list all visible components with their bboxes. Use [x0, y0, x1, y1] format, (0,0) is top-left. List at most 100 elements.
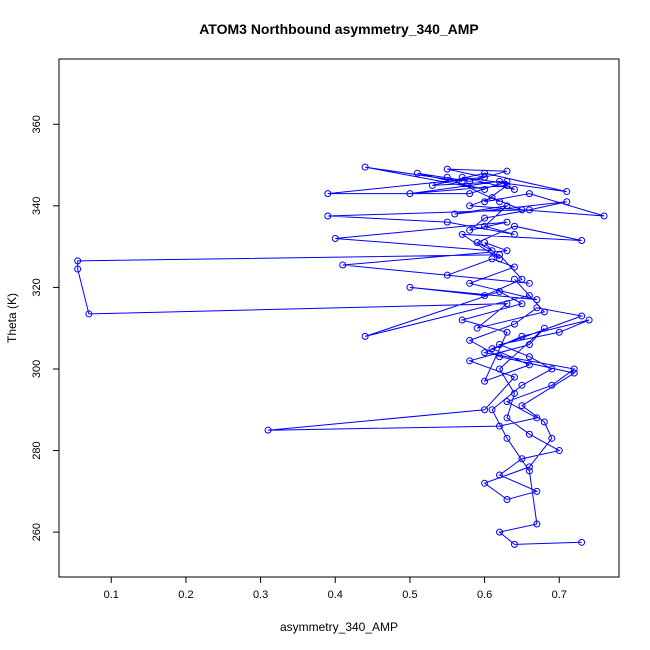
data-point	[510, 263, 518, 271]
data-point	[496, 353, 504, 361]
y-tick-label: 360	[31, 115, 43, 133]
data-point	[518, 275, 526, 283]
data-point	[518, 455, 526, 463]
data-point	[548, 365, 556, 373]
data-point	[540, 308, 548, 316]
data-point	[533, 487, 541, 495]
x-tick-label: 0.4	[328, 589, 343, 601]
data-point	[481, 377, 489, 385]
data-point	[563, 188, 571, 196]
data-point	[518, 206, 526, 214]
data-point	[264, 426, 272, 434]
data-point	[510, 373, 518, 381]
data-point	[428, 181, 436, 189]
data-point	[496, 177, 504, 185]
data-point	[555, 447, 563, 455]
data-point	[578, 237, 586, 245]
data-point	[503, 202, 511, 210]
data-point	[466, 279, 474, 287]
data-point	[324, 212, 332, 220]
data-point	[458, 230, 466, 238]
data-point	[548, 381, 556, 389]
y-tick-label: 320	[31, 278, 43, 296]
data-point	[443, 271, 451, 279]
data-point	[458, 173, 466, 181]
data-point	[458, 316, 466, 324]
data-point	[488, 194, 496, 202]
data-point	[525, 430, 533, 438]
data-point	[481, 349, 489, 357]
data-point	[518, 381, 526, 389]
data-point	[525, 279, 533, 287]
data-point	[74, 257, 82, 265]
data-point	[443, 218, 451, 226]
data-point	[570, 365, 578, 373]
plot-area	[74, 163, 608, 548]
data-point	[74, 265, 82, 273]
y-tick-label: 340	[31, 197, 43, 215]
data-point	[510, 540, 518, 548]
y-axis: 260 280 300 320 340 360	[31, 115, 59, 541]
data-point	[525, 292, 533, 300]
data-point	[510, 320, 518, 328]
data-point	[466, 177, 474, 185]
y-axis-label: Theta (K)	[5, 293, 19, 343]
data-point	[540, 324, 548, 332]
data-point	[481, 169, 489, 177]
data-point	[496, 251, 504, 259]
x-axis-label: asymmetry_340_AMP	[280, 620, 398, 634]
data-point	[496, 471, 504, 479]
x-tick-label: 0.1	[104, 589, 119, 601]
x-tick-label: 0.3	[253, 589, 268, 601]
data-point	[481, 239, 489, 247]
y-tick-label: 260	[31, 523, 43, 541]
data-point	[555, 328, 563, 336]
data-point	[503, 414, 511, 422]
data-point	[503, 181, 511, 189]
data-point	[481, 198, 489, 206]
data-point	[525, 361, 533, 369]
data-point	[488, 247, 496, 255]
data-point	[488, 406, 496, 414]
y-tick-label: 280	[31, 441, 43, 459]
x-tick-label: 0.7	[552, 589, 567, 601]
data-point	[466, 190, 474, 198]
chart-title: ATOM3 Northbound asymmetry_340_AMP	[199, 21, 479, 37]
data-point	[503, 218, 511, 226]
data-point	[503, 247, 511, 255]
data-point	[503, 398, 511, 406]
data-point	[458, 177, 466, 185]
data-point	[488, 255, 496, 263]
data-point	[496, 287, 504, 295]
data-point	[503, 434, 511, 442]
data-point	[443, 165, 451, 173]
data-point	[496, 365, 504, 373]
data-point	[563, 198, 571, 206]
data-point	[525, 463, 533, 471]
data-point	[481, 186, 489, 194]
data-point	[533, 296, 541, 304]
data-point	[85, 310, 93, 318]
plot-frame	[58, 58, 620, 578]
data-point	[481, 406, 489, 414]
y-tick-label: 300	[31, 360, 43, 378]
data-point	[443, 173, 451, 181]
data-point	[496, 422, 504, 430]
x-tick-label: 0.5	[402, 589, 417, 601]
data-point	[339, 261, 347, 269]
data-point	[525, 206, 533, 214]
series-line	[77, 166, 605, 545]
data-point	[518, 402, 526, 410]
data-point	[496, 255, 504, 263]
data-point	[473, 324, 481, 332]
data-point	[481, 292, 489, 300]
data-point	[533, 304, 541, 312]
data-point	[525, 341, 533, 349]
data-point	[510, 186, 518, 194]
data-point	[451, 210, 459, 218]
data-point	[548, 434, 556, 442]
data-point	[600, 212, 608, 220]
data-point	[496, 198, 504, 206]
data-point	[503, 300, 511, 308]
